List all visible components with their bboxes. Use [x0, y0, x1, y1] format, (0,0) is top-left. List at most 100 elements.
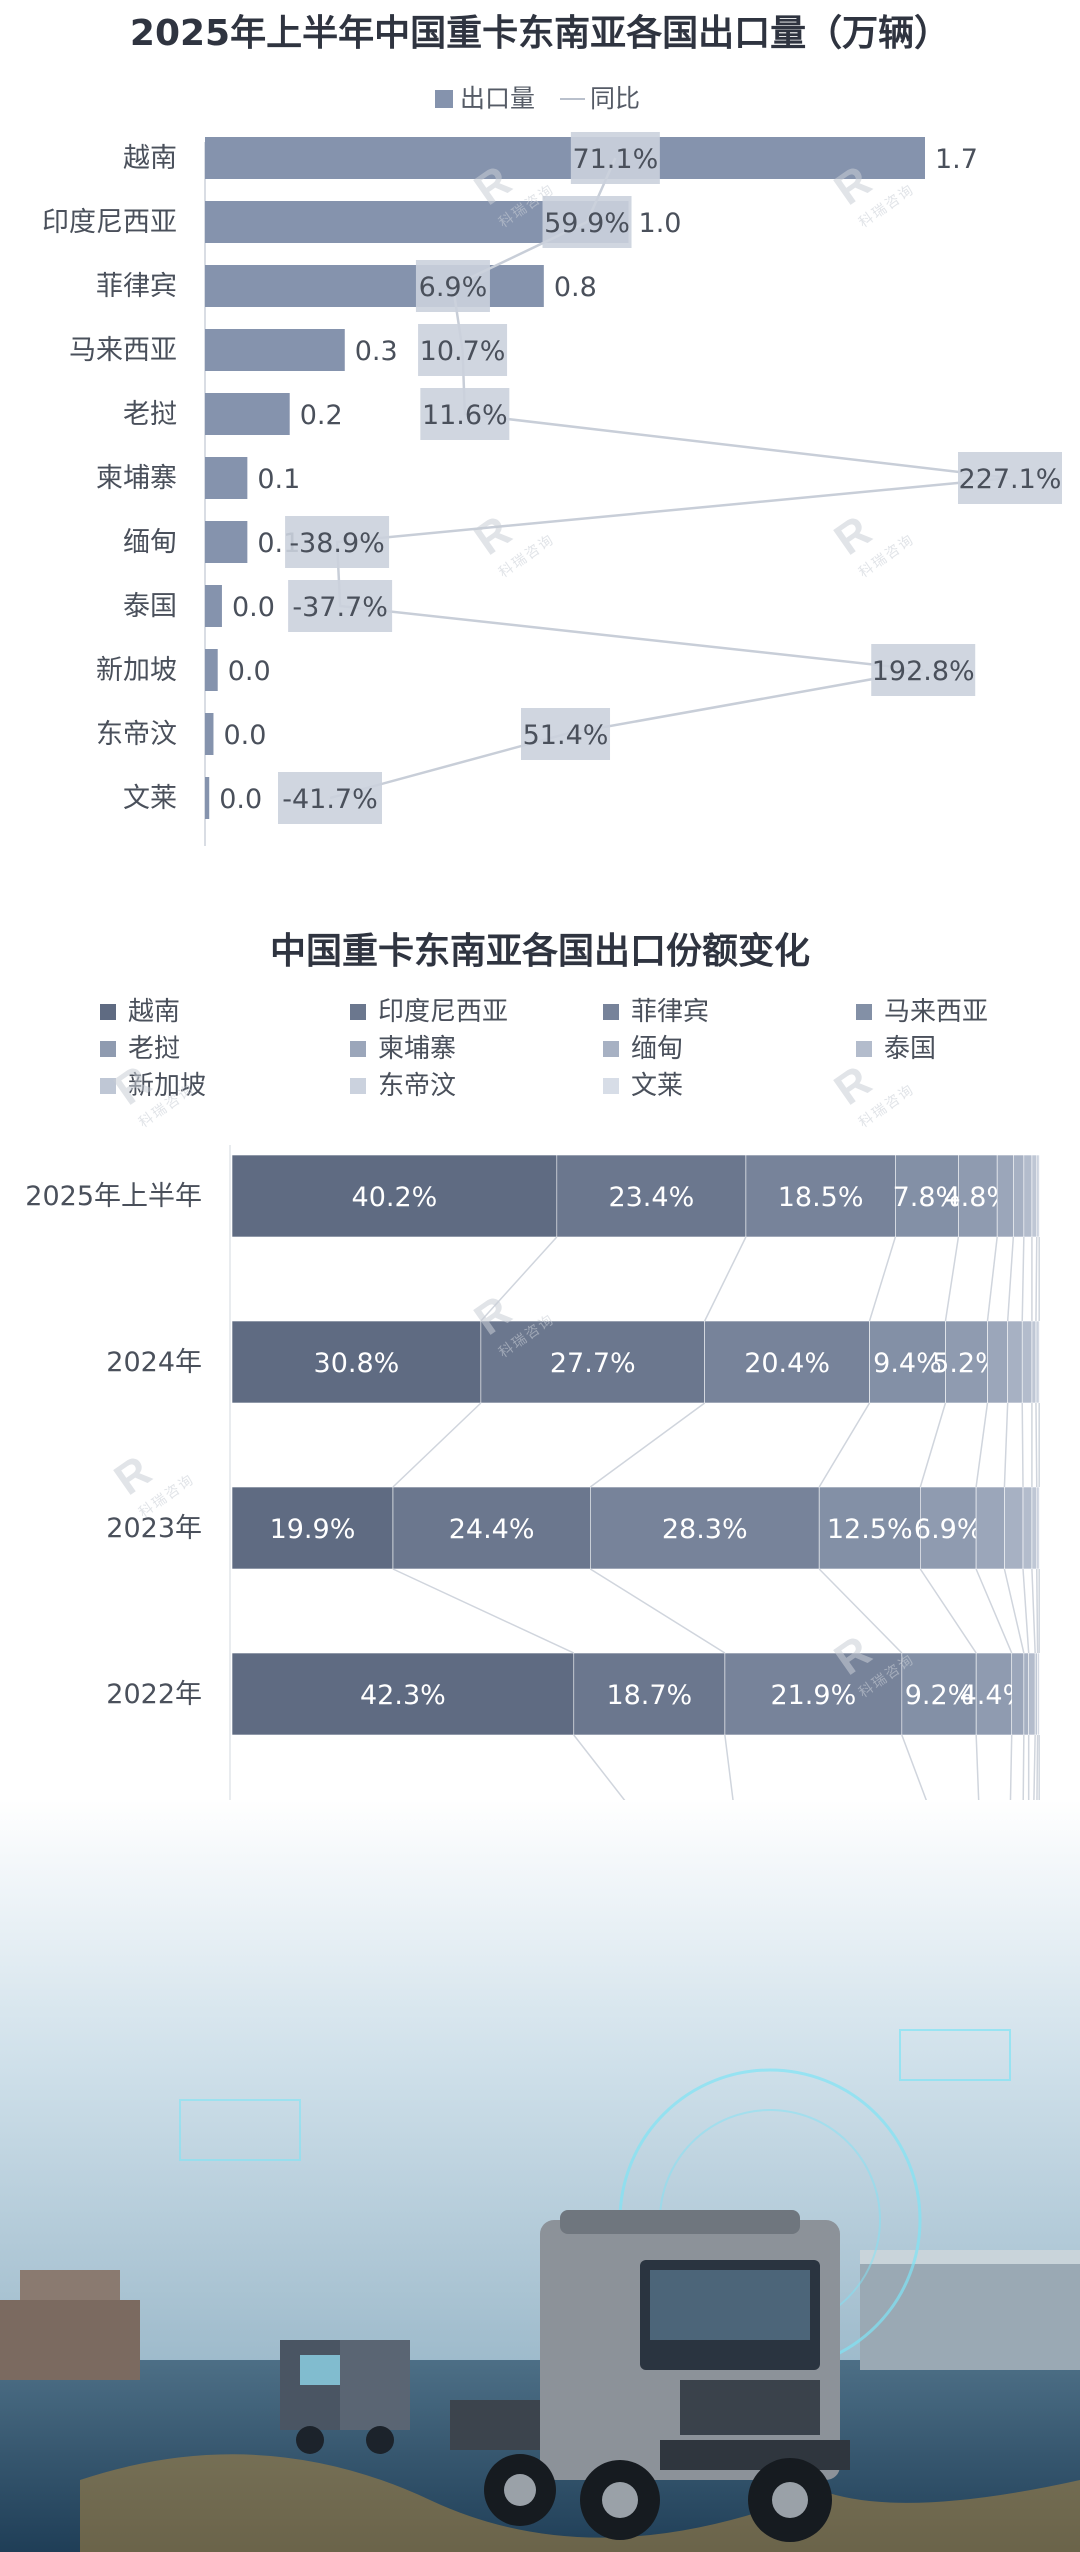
stack-segment	[987, 1320, 1008, 1404]
stack-segment	[895, 1154, 959, 1238]
stack-segment	[1011, 1652, 1025, 1736]
legend-swatch	[350, 1078, 366, 1094]
yoy-label: 11.6%	[422, 400, 508, 431]
segment-label: 19.9%	[270, 1514, 356, 1545]
bar	[205, 137, 925, 179]
legend-label: 越南	[128, 997, 180, 1027]
legend-swatch	[100, 1004, 116, 1020]
legend-label: 印度尼西亚	[378, 997, 508, 1027]
yoy-line	[329, 157, 1011, 800]
category-label: 老挝	[123, 399, 177, 430]
segment-label: 27.7%	[550, 1348, 636, 1379]
stack-segment	[1013, 1154, 1025, 1238]
stack-segment	[1021, 1320, 1033, 1404]
bar	[205, 521, 248, 563]
category-label: 马来西亚	[69, 335, 177, 366]
segment-label: 40.2%	[352, 1182, 438, 1213]
stack-segment	[724, 1652, 903, 1736]
legend-label: 泰国	[884, 1034, 936, 1064]
bar-value-label: 0.2	[300, 400, 343, 431]
legend-label: 文莱	[631, 1071, 683, 1101]
connector-line	[704, 1236, 747, 1322]
bar	[205, 265, 544, 307]
yoy-label-box	[958, 452, 1062, 504]
category-label: 2022年	[106, 1679, 202, 1710]
connector-line	[589, 1568, 726, 1654]
yoy-label: 51.4%	[523, 720, 609, 751]
connector-line	[944, 1236, 960, 1322]
legend-label: 老挝	[128, 1034, 180, 1064]
stack-segment	[1035, 1320, 1040, 1404]
category-label: 2023年	[106, 1513, 202, 1544]
bar	[205, 457, 248, 499]
stack-segment	[901, 1652, 977, 1736]
stack-segment	[1007, 1320, 1023, 1404]
stack-segment	[556, 1154, 747, 1238]
legend-swatch	[603, 1004, 619, 1020]
connector-line	[1021, 1236, 1025, 1322]
stack-segment	[1036, 1486, 1040, 1570]
connector-line	[818, 1402, 871, 1488]
category-label: 柬埔寨	[96, 463, 177, 494]
bar-value-label: 0.0	[228, 656, 271, 687]
stack-segment	[231, 1486, 394, 1570]
chart1-title: 2025年上半年中国重卡东南亚各国出口量（万辆）	[129, 13, 951, 54]
legend-label: 新加坡	[128, 1071, 206, 1101]
stack-segment	[975, 1486, 1005, 1570]
legend-swatch	[856, 1041, 872, 1057]
chart2-title: 中国重卡东南亚各国出口份额变化	[269, 931, 810, 972]
connector-line	[1022, 1568, 1030, 1654]
bar	[205, 585, 222, 627]
legend-swatch	[603, 1078, 619, 1094]
stack-segment	[480, 1320, 705, 1404]
yoy-label-box	[285, 516, 390, 568]
yoy-label: -38.9%	[289, 528, 385, 559]
bar	[205, 329, 345, 371]
stack-segment	[1038, 1486, 1041, 1570]
stack-segment	[590, 1486, 820, 1570]
stack-segment	[1034, 1652, 1038, 1736]
yoy-label-box	[415, 260, 490, 312]
category-label: 新加坡	[96, 655, 177, 686]
yoy-label-box	[542, 196, 632, 248]
stack-segment	[1036, 1154, 1040, 1238]
segment-label: 9.2%	[905, 1680, 974, 1711]
legend-swatch	[856, 1004, 872, 1020]
connector-line	[1006, 1236, 1015, 1322]
yoy-label: 6.9%	[419, 272, 488, 303]
yoy-label-box	[288, 580, 393, 632]
connector-line	[392, 1568, 575, 1654]
yoy-label: -41.7%	[282, 784, 378, 815]
connector-line	[986, 1236, 998, 1322]
yoy-label-box	[521, 708, 611, 760]
category-label: 泰国	[123, 591, 177, 622]
category-label: 2025年上半年	[25, 1181, 202, 1212]
yoy-label: -37.7%	[292, 592, 388, 623]
stack-segment	[1031, 1486, 1038, 1570]
connector-line	[1036, 1568, 1039, 1654]
yoy-label: 192.8%	[872, 656, 975, 687]
legend-swatch	[350, 1041, 366, 1057]
connector-line	[1031, 1568, 1036, 1654]
bar	[205, 649, 218, 691]
connector-line	[818, 1568, 903, 1654]
segment-label: 21.9%	[770, 1680, 856, 1711]
bar-value-label: 0.1	[257, 464, 300, 495]
legend-label-volume: 出口量	[460, 84, 535, 113]
bar-value-label: 0.3	[355, 336, 398, 367]
bar-value-label: 0.0	[219, 784, 262, 815]
yoy-label: 59.9%	[544, 208, 630, 239]
category-label: 东帝汶	[96, 719, 177, 750]
connector-line	[1021, 1402, 1024, 1488]
segment-label: 20.4%	[744, 1348, 830, 1379]
stack-segment	[1038, 1154, 1041, 1238]
segment-label: 18.7%	[606, 1680, 692, 1711]
segment-label: 23.4%	[608, 1182, 694, 1213]
connector-line	[392, 1402, 482, 1488]
stack-segment	[745, 1154, 896, 1238]
stack-segment	[1022, 1486, 1033, 1570]
stack-segment	[958, 1154, 998, 1238]
yoy-label: 227.1%	[959, 464, 1062, 495]
stack-segment	[818, 1486, 921, 1570]
stack-segment	[1038, 1652, 1041, 1736]
